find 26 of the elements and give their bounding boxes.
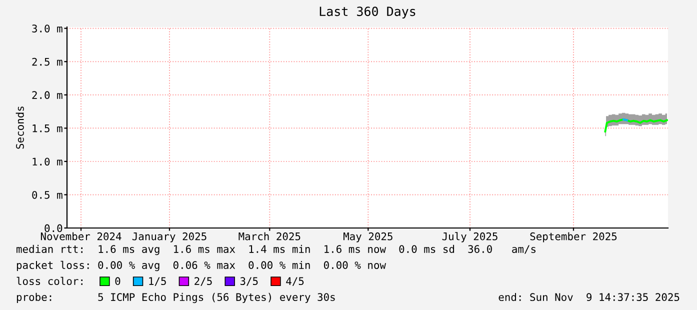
chart-title: Last 360 Days — [320, 6, 416, 18]
text: end: Sun Nov 9 14:37:35 2025 — [498, 292, 680, 302]
x-tick-label: March 2025 — [238, 232, 300, 240]
y-tick-label: 1.5 m — [32, 124, 62, 132]
y-tick-label: 0.5 m — [32, 190, 62, 199]
line-series — [604, 118, 668, 132]
legend-title: loss color: — [16, 276, 82, 286]
legend-label: 4/5 — [286, 277, 304, 286]
y-tick-label: 2.5 m — [32, 58, 62, 66]
x-tick-label: May 2025 — [344, 232, 392, 242]
y-tick-label: 1.0 m — [32, 158, 62, 166]
x-tick-label: July 2025 — [442, 232, 498, 242]
text: probe: 5 ICMP Echo Pings (56 Bytes) every 30s — [16, 292, 335, 304]
text: median rtt: 1.6 ms avg 1.6 ms max 1.4 ms min 1.6 ms now 0.0 ms sd 36.0 am/s — [16, 244, 536, 256]
y-tick-label: 2.0 m — [32, 91, 62, 100]
legend-label: 3/5 — [240, 277, 258, 286]
y-tick-label: 0.0 — [44, 224, 62, 232]
text: packet loss: 0.00 % avg 0.06 % max 0.00 % min 0.00 % now — [16, 260, 386, 272]
y-axis-title: Seconds — [16, 106, 24, 149]
legend-label: 1/5 — [149, 277, 166, 286]
x-tick-label: September 2025 — [530, 232, 617, 242]
legend-label: 2/5 — [194, 277, 212, 286]
x-tick-label: January 2025 — [132, 232, 206, 242]
y-tick-label: 3.0 m — [32, 24, 62, 32]
legend-label: 0 — [115, 277, 120, 286]
x-tick-label: November 2024 — [40, 232, 122, 240]
